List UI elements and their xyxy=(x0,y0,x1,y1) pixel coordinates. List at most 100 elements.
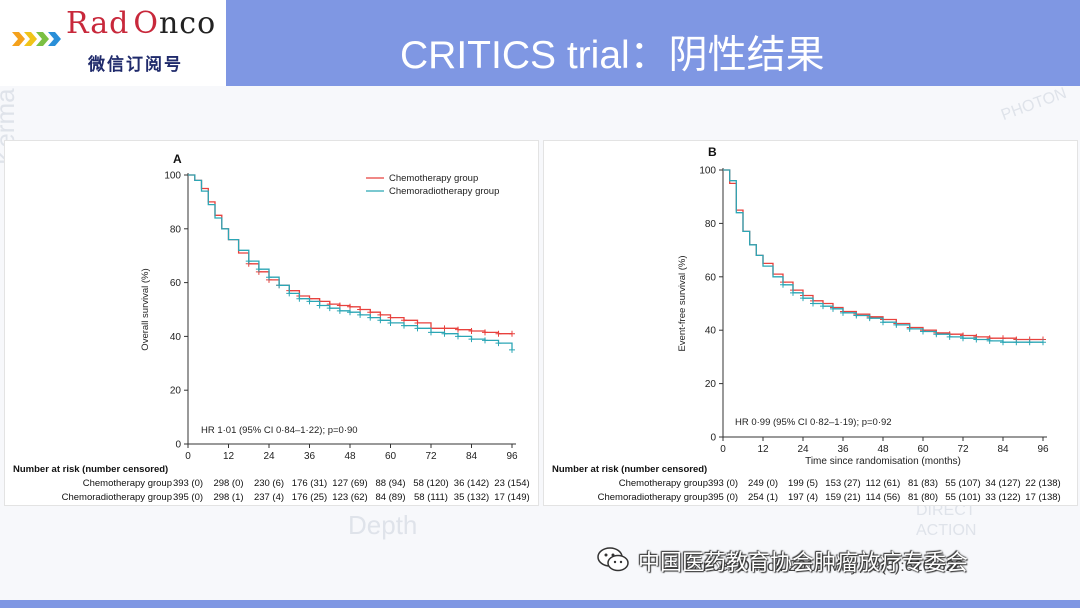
chart-b-censor-mark xyxy=(866,315,873,322)
chart-a-censor-mark xyxy=(296,295,303,302)
chart-b-y-axis-label: Event-free survival (%) xyxy=(677,255,688,351)
chart-b-risk-table-value: 159 (21) xyxy=(825,492,860,503)
brand-part2: O xyxy=(133,6,159,41)
chart-a-censor-mark xyxy=(387,319,394,326)
chart-b-x-tick-label: 48 xyxy=(877,444,889,455)
chart-b-censor-mark xyxy=(1000,339,1006,346)
chart-a-censor-mark xyxy=(347,309,353,316)
chart-a-x-tick-label: 60 xyxy=(385,451,397,462)
chart-b-censor-mark xyxy=(810,300,816,307)
chart-b-censor-mark xyxy=(820,303,826,310)
chart-b-x-tick-label: 96 xyxy=(1037,444,1049,455)
chart-b-x-tick-label: 0 xyxy=(720,444,726,455)
chart-a-x-tick-label: 0 xyxy=(185,451,191,462)
km-chart-b: 0 20 40 60 80 100 0 12 24 36 48 60 72 84 96 Event-free … xyxy=(552,145,1061,503)
chart-b-censor-mark xyxy=(920,328,926,335)
chart-b-series-line-chemotherapy xyxy=(723,169,1043,341)
chart-a-risk-table-value: 230 (6) xyxy=(254,478,284,489)
chart-b-y-tick-label: 100 xyxy=(699,166,716,177)
chart-b-censor-mark xyxy=(830,305,836,312)
chart-b-risk-table-value: 197 (4) xyxy=(788,492,818,503)
chart-b-risk-table-value: 81 (83) xyxy=(908,478,938,489)
chart-a-risk-table-value: 58 (111) xyxy=(414,492,448,503)
chart-a-censor-mark xyxy=(468,336,475,343)
chart-a-censor-mark xyxy=(509,330,515,337)
bg-text-photon: PHOTON xyxy=(998,84,1069,125)
wechat-icon xyxy=(597,547,629,572)
chart-a-censor-mark xyxy=(336,302,343,309)
chart-b-hr-annotation: HR 0·99 (95% CI 0·82–1·19); p=0·92 xyxy=(735,417,892,428)
chart-a-risk-table-value: 127 (69) xyxy=(332,478,367,489)
chart-a-censor-mark xyxy=(455,326,461,333)
chart-b-y-tick-label: 0 xyxy=(710,433,716,444)
chart-b-x-tick-label: 36 xyxy=(837,444,849,455)
chart-b-x-tick-label: 24 xyxy=(797,444,809,455)
chart-a-y-axis-label: Overall survival (%) xyxy=(140,268,151,350)
chart-a-risk-table-value: 393 (0) xyxy=(173,478,203,489)
chart-b-risk-table-heading: Number at risk (number censored) xyxy=(552,464,707,475)
bg-text-direct: DIRECT xyxy=(916,502,976,519)
logo: Rad Onco 微信订阅号 xyxy=(0,0,226,86)
chart-b-censor-mark xyxy=(933,331,940,338)
chart-a-x-tick-label: 96 xyxy=(506,451,518,462)
chart-a-censor-mark xyxy=(276,282,283,289)
chart-a-y-tick-label: 40 xyxy=(170,332,182,343)
chart-a-censor-mark xyxy=(401,322,407,329)
chart-b-censor-mark xyxy=(1040,339,1046,346)
chart-a-censor-mark xyxy=(468,328,475,335)
chart-a-censor-mark xyxy=(509,346,515,353)
chart-a-censor-mark xyxy=(306,298,313,305)
chevrons-icon xyxy=(12,32,61,46)
chart-a-censor-mark xyxy=(414,319,421,326)
chart-a-risk-table-value: 35 (132) xyxy=(454,492,489,503)
chart-b-risk-table-value: 55 (107) xyxy=(945,478,980,489)
slide-header: Rad Onco 微信订阅号 CRITICS trial：阴性结果 xyxy=(0,0,1080,86)
chart-b-risk-table-group-label: Chemoradiotherapy group xyxy=(598,492,708,503)
chart-a-y-tick-label: 60 xyxy=(170,278,182,289)
citation: Lancet Oncol. 2018 May;19(5):616-628 xyxy=(685,558,964,575)
chart-a-risk-table-value: 58 (120) xyxy=(413,478,448,489)
chart-a-censor-mark xyxy=(495,340,502,347)
chart-a-y-tick-label: 100 xyxy=(164,171,181,182)
chart-b-risk-table-value: 33 (122) xyxy=(985,492,1020,503)
chart-a-legend-label: Chemoradiotherapy group xyxy=(389,186,499,197)
chart-a-censor-mark xyxy=(347,303,353,310)
chart-a-risk-table-value: 23 (154) xyxy=(494,478,529,489)
chart-b-risk-table-value: 81 (80) xyxy=(908,492,938,503)
chart-a-censor-mark xyxy=(377,317,384,324)
chart-a-censor-mark xyxy=(414,325,421,332)
chart-a-legend-label: Chemotherapy group xyxy=(389,173,478,184)
chart-a-censor-mark xyxy=(441,325,448,332)
chart-a-censor-mark xyxy=(326,305,333,312)
chart-panel-b: 0 20 40 60 80 100 0 12 24 36 48 60 72 84 96 Event-free … xyxy=(543,140,1078,506)
chart-b-y-tick-label: 40 xyxy=(705,326,717,337)
chart-b-risk-table-value: 34 (127) xyxy=(985,478,1020,489)
chart-b-risk-table-value: 112 (61) xyxy=(866,478,901,489)
chart-b-x-tick-label: 72 xyxy=(957,444,969,455)
chart-b-panel-label: B xyxy=(708,145,717,159)
chart-b-y-tick-label: 20 xyxy=(705,379,717,390)
brand-subtitle: 微信订阅号 xyxy=(88,55,183,75)
chart-b-y-tick-label: 60 xyxy=(705,272,717,283)
chart-a-y-tick-label: 0 xyxy=(175,440,181,451)
chart-a-censor-mark xyxy=(316,302,323,309)
chart-a-risk-table-value: 84 (89) xyxy=(375,492,405,503)
chart-a-risk-table-value: 36 (142) xyxy=(454,478,489,489)
chart-b-risk-table-value: 55 (101) xyxy=(945,492,980,503)
chart-a-x-tick-label: 36 xyxy=(304,451,316,462)
chart-a-censor-mark xyxy=(495,330,502,337)
chart-b-risk-table-value: 22 (138) xyxy=(1025,478,1060,489)
chart-b-censor-mark xyxy=(1013,339,1020,346)
chart-b-risk-table-value: 114 (56) xyxy=(866,492,901,503)
chart-a-risk-table-heading: Number at risk (number censored) xyxy=(13,464,168,475)
chart-a-risk-table-value: 395 (0) xyxy=(173,492,203,503)
chart-a-censor-mark xyxy=(245,258,252,265)
brand-part1: Rad xyxy=(66,6,130,41)
chart-a-censor-mark xyxy=(455,333,461,340)
chart-b-censor-mark xyxy=(960,335,966,342)
watermark: 中国医药教育协会肿瘤放疗专委会 xyxy=(638,551,969,576)
chart-a-risk-table-value: 17 (149) xyxy=(494,492,529,503)
chart-a-censor-mark xyxy=(357,306,364,313)
chart-b-censor-mark xyxy=(790,289,796,296)
chart-a-risk-table-value: 88 (94) xyxy=(375,478,405,489)
